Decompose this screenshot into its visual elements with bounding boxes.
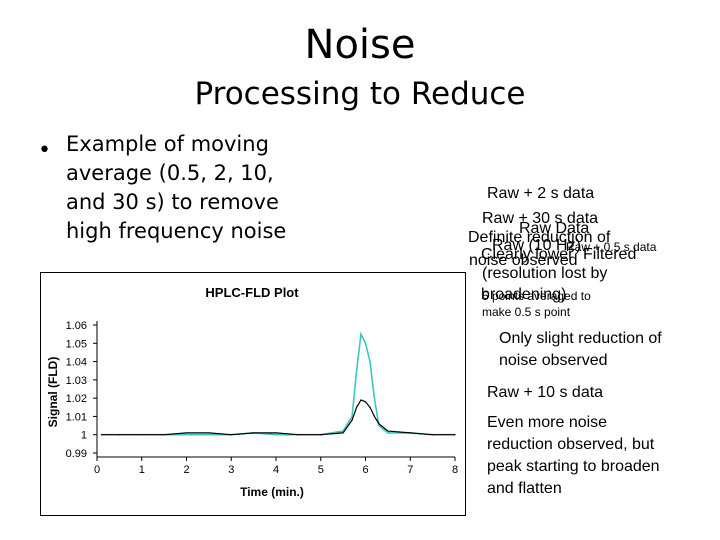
data-point bbox=[185, 432, 188, 434]
data-point bbox=[208, 434, 210, 436]
data-point bbox=[432, 434, 434, 436]
data-point bbox=[100, 434, 103, 436]
y-tick-label: 1.05 bbox=[66, 338, 87, 350]
x-tick-label: 2 bbox=[183, 464, 189, 476]
annotation-raw-data: Raw Data bbox=[519, 220, 590, 237]
data-point bbox=[387, 432, 389, 434]
data-point bbox=[373, 397, 376, 399]
data-point bbox=[253, 432, 255, 434]
data-point bbox=[275, 434, 277, 436]
data-point bbox=[364, 401, 367, 403]
annotation-raw-05s: Raw + 0.5 s data bbox=[566, 240, 657, 254]
x-tick-label: 5 bbox=[318, 464, 324, 476]
y-tick-label: 0.99 bbox=[66, 448, 87, 460]
chart-frame bbox=[40, 272, 466, 516]
annotation-clearly-lower: Clearly lower bbox=[481, 246, 574, 263]
y-tick-label: 1.02 bbox=[66, 393, 87, 405]
x-tick-label: 4 bbox=[273, 464, 279, 476]
data-point bbox=[387, 430, 389, 432]
data-point bbox=[373, 415, 376, 418]
annotation-make-point: make 0.5 s point bbox=[482, 305, 571, 319]
annotation-broadening: broadening) bbox=[481, 286, 567, 303]
data-point bbox=[230, 434, 232, 436]
data-point bbox=[275, 432, 277, 434]
data-point bbox=[141, 434, 143, 436]
y-tick-label: 1 bbox=[81, 430, 87, 442]
annotation-raw-2s: Raw + 2 s data bbox=[487, 185, 595, 202]
slide-title: Noise bbox=[304, 22, 416, 68]
annotation-raw-10hz: Raw (10 Hz) bbox=[492, 237, 581, 254]
x-tick-label: 6 bbox=[362, 464, 368, 476]
x-tick-label: 1 bbox=[139, 464, 145, 476]
x-tick-label: 0 bbox=[94, 464, 100, 476]
annotation-definite-reduction: Definite reduction of bbox=[468, 229, 611, 246]
data-point bbox=[378, 424, 380, 427]
data-point bbox=[355, 370, 358, 372]
slide-subtitle: Processing to Reduce bbox=[194, 76, 526, 112]
data-point bbox=[351, 419, 353, 421]
chart-title: HPLC-FLD Plot bbox=[205, 285, 299, 300]
y-tick-label: 1.01 bbox=[66, 411, 87, 423]
data-point bbox=[297, 434, 299, 436]
annotation-filtered: Filtered bbox=[583, 246, 637, 263]
annotation-resolution-lost: (resolution lost by bbox=[482, 265, 608, 282]
data-point bbox=[351, 415, 353, 418]
data-point bbox=[364, 342, 367, 344]
annotation-slight-reduction-2: noise observed bbox=[499, 352, 608, 369]
data-point bbox=[360, 399, 362, 401]
data-point bbox=[369, 360, 371, 363]
x-tick-label: 7 bbox=[407, 464, 413, 476]
chart-axes: 0.99 1 1.01 1.02 1.03 1.04 1.05 1.06 0 1 2 3 4 5 6 7 8 bbox=[66, 320, 458, 476]
data-point bbox=[369, 406, 371, 408]
data-point bbox=[342, 430, 344, 432]
data-point bbox=[163, 434, 165, 436]
annotation-more-noise-3: peak starting to broaden bbox=[487, 458, 660, 475]
x-tick-label: 3 bbox=[228, 464, 234, 476]
data-point bbox=[320, 434, 322, 436]
bullet-line-2: average (0.5, 2, 10, bbox=[66, 161, 274, 185]
data-point bbox=[409, 432, 411, 434]
x-axis-label: Time (min.) bbox=[240, 485, 304, 499]
y-tick-label: 1.06 bbox=[66, 320, 87, 332]
chart-series bbox=[100, 331, 456, 436]
bullet-line-1: Example of moving bbox=[66, 132, 269, 156]
bullet-line-4: high frequency noise bbox=[66, 219, 287, 243]
data-point bbox=[355, 406, 358, 408]
hplc-chart: HPLC-FLD Plot Time (min.) Signal (FLD) 0… bbox=[40, 272, 466, 516]
annotation-slight-reduction-1: Only slight reduction of bbox=[499, 330, 662, 347]
y-tick-label: 1.03 bbox=[66, 375, 87, 387]
annotation-more-noise-4: and flatten bbox=[487, 480, 562, 497]
annotation-more-noise-1: Even more noise bbox=[487, 414, 608, 431]
data-point bbox=[185, 434, 188, 436]
annotation-raw-30s: Raw + 30 s data bbox=[482, 210, 599, 227]
data-point bbox=[118, 434, 120, 436]
bullet-dot-icon: • bbox=[38, 138, 51, 163]
data-point bbox=[360, 333, 362, 335]
y-axis-label: Signal (FLD) bbox=[46, 357, 60, 428]
data-point bbox=[378, 423, 380, 425]
data-point bbox=[342, 432, 344, 434]
chart-svg: HPLC-FLD Plot Time (min.) Signal (FLD) 0… bbox=[40, 272, 466, 516]
data-point bbox=[208, 432, 210, 434]
annotation-points-averaged: 5 points averaged to bbox=[482, 289, 591, 303]
y-tick-label: 1.04 bbox=[66, 357, 87, 369]
annotation-more-noise-2: reduction observed, but bbox=[487, 436, 655, 453]
x-tick-label: 8 bbox=[452, 464, 458, 476]
annotation-raw-10s: Raw + 10 s data bbox=[487, 384, 604, 401]
annotation-noise-observed: noise observed bbox=[469, 252, 578, 269]
data-point bbox=[454, 434, 456, 436]
bullet-line-3: and 30 s) to remove bbox=[66, 190, 279, 214]
